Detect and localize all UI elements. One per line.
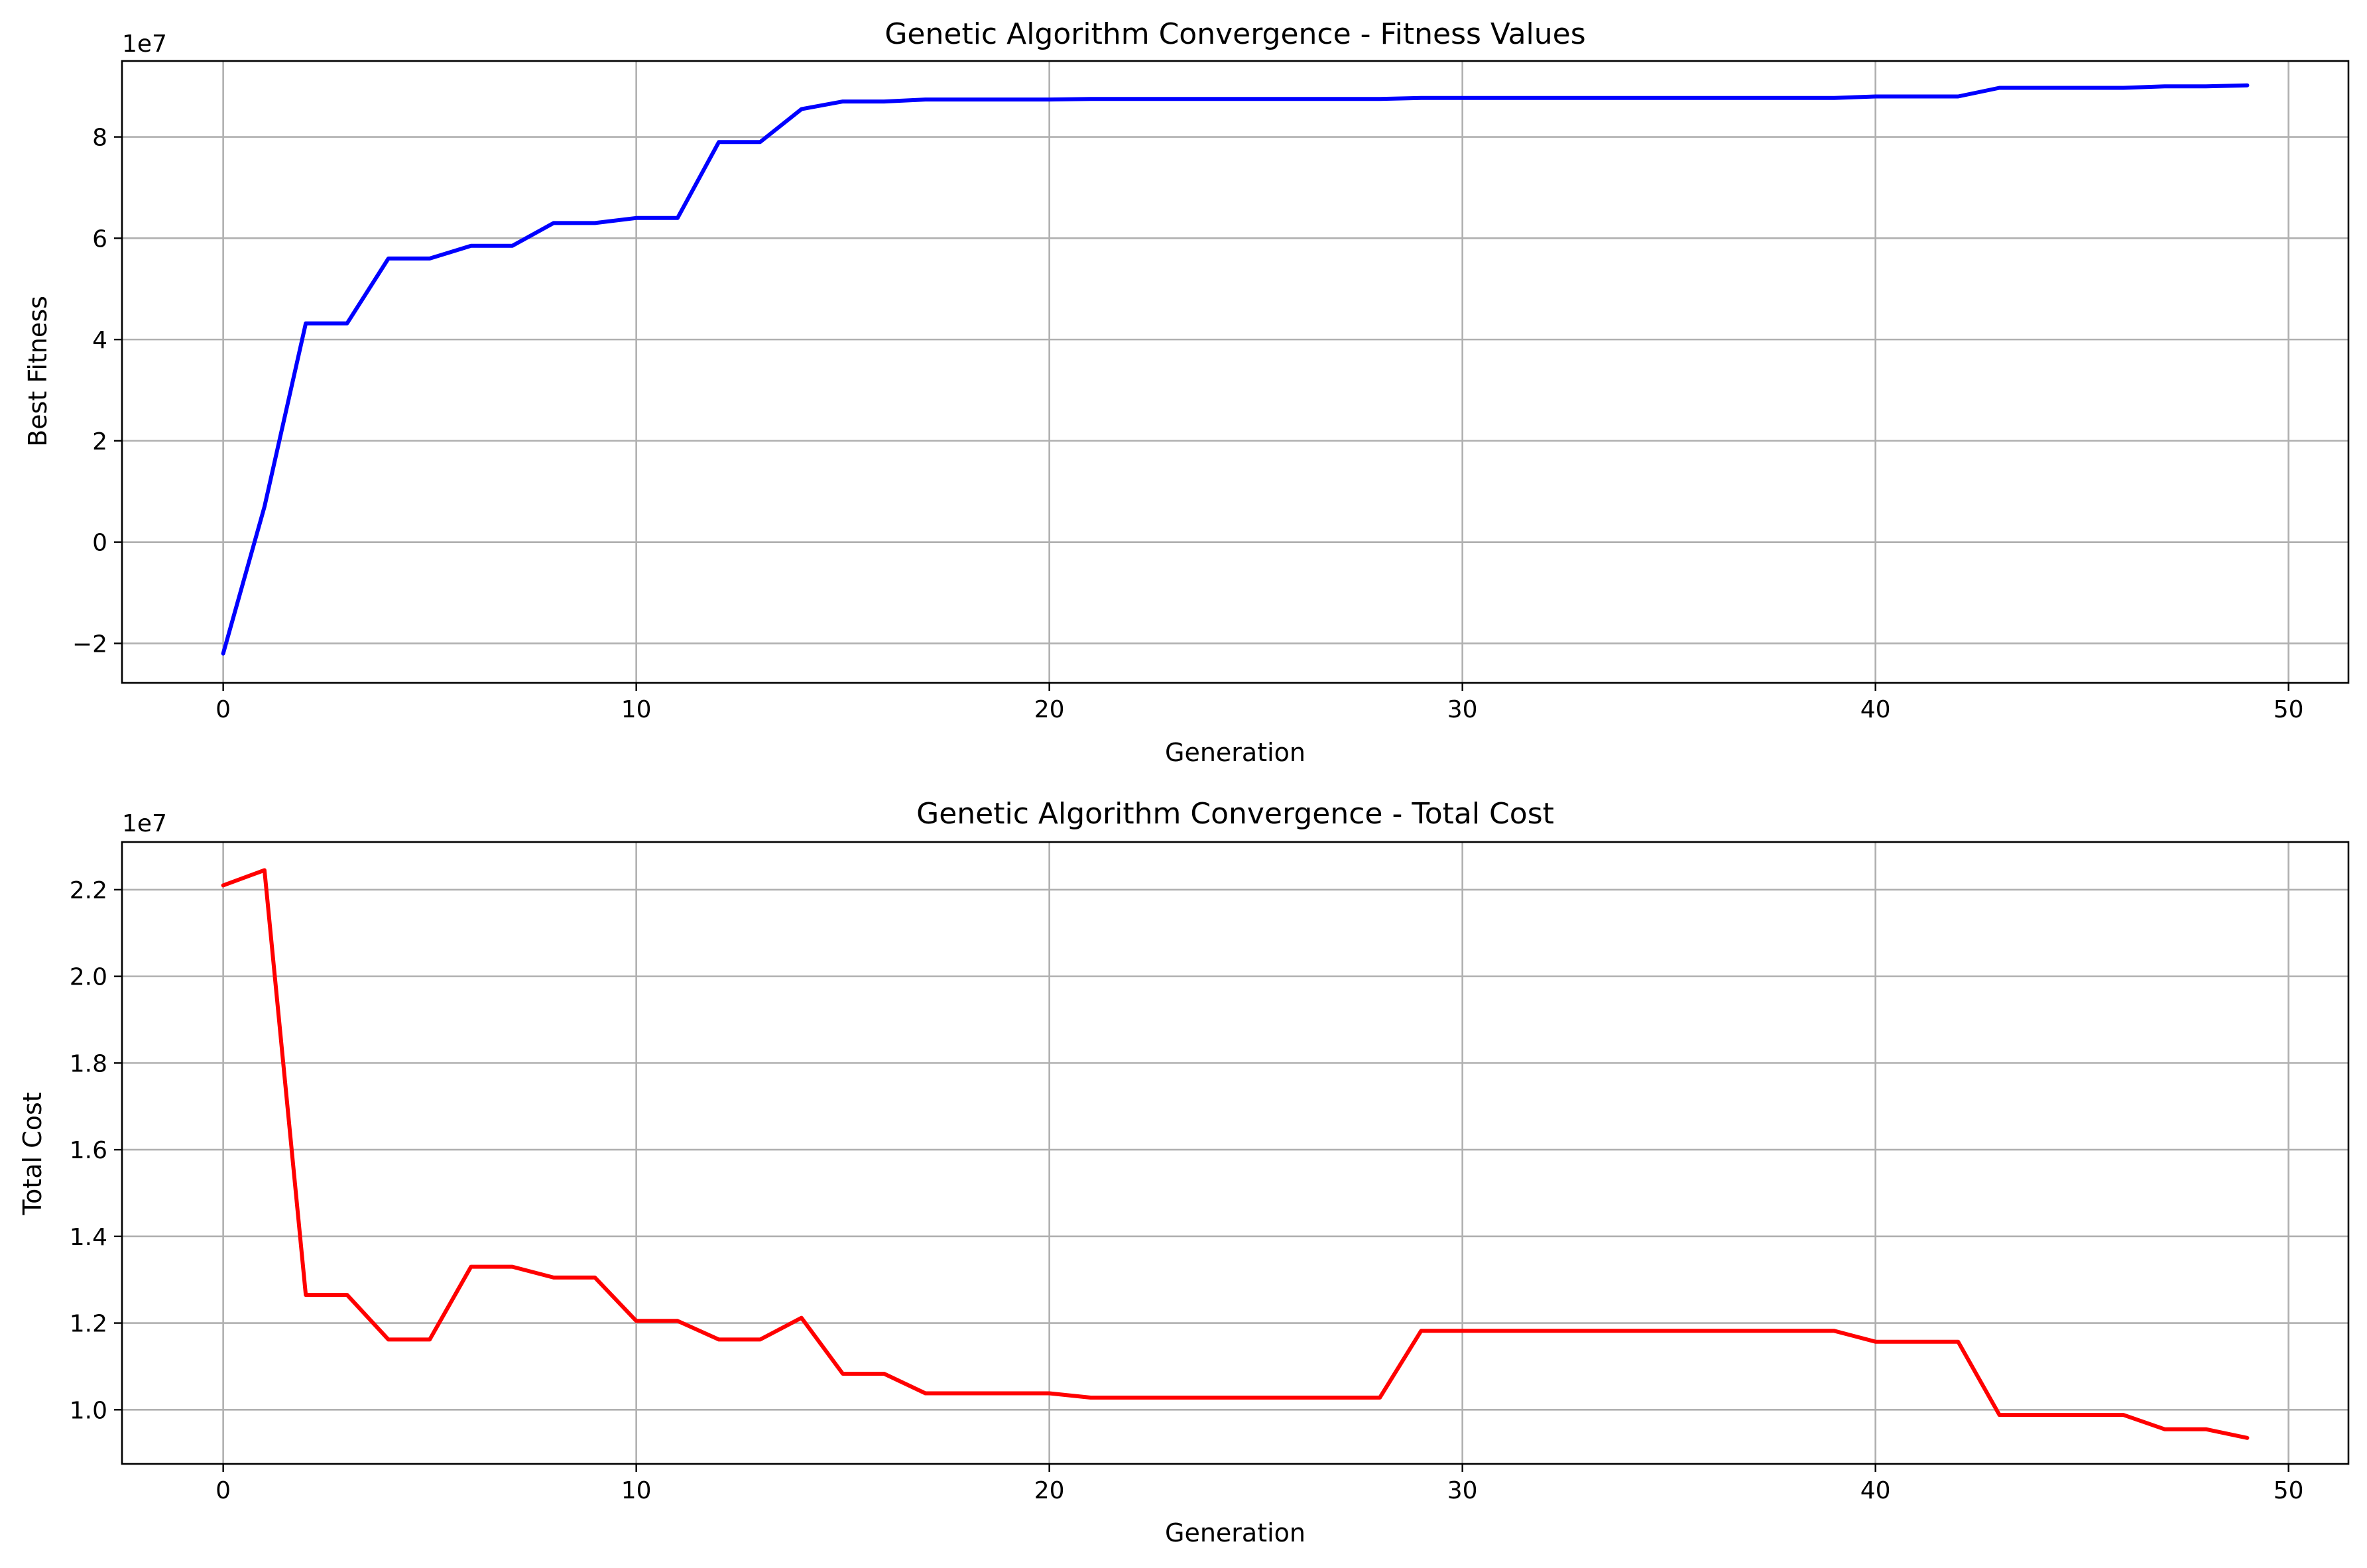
grid — [122, 842, 2348, 1464]
y-tick-label: 0 — [92, 530, 107, 557]
x-tick-label: 30 — [1447, 1477, 1478, 1504]
series-line — [221, 868, 2250, 1440]
axes: 0 10 20 30 40 50 1.0 1.2 1.4 1.6 1.8 2.0 2.2 — [70, 841, 2350, 1504]
y-axis-label: Total Cost — [18, 1092, 47, 1215]
series-line — [221, 83, 2250, 656]
y-tick-label: −2 — [72, 631, 107, 658]
x-tick-label: 0 — [215, 696, 231, 723]
y-tick-label: 6 — [92, 225, 107, 253]
y-tick-label: 1.4 — [70, 1224, 107, 1251]
series-lines — [221, 868, 2250, 1440]
x-tick-label: 10 — [621, 696, 652, 723]
cost-chart: Genetic Algorithm Convergence - Total Co… — [18, 797, 2350, 1547]
y-tick-label: 1.0 — [70, 1397, 107, 1424]
plot-frame — [121, 841, 2350, 1465]
x-tick-label: 20 — [1034, 1477, 1065, 1504]
x-tick-label: 0 — [215, 1477, 231, 1504]
y-tick-label: 2 — [92, 428, 107, 455]
y-tick-label: 2.0 — [70, 964, 107, 991]
x-tick-label: 10 — [621, 1477, 652, 1504]
x-tick-label: 50 — [2274, 696, 2304, 723]
offset-text: 1e7 — [122, 810, 167, 837]
y-tick-label: 1.2 — [70, 1311, 107, 1338]
x-tick-label: 20 — [1034, 696, 1065, 723]
y-tick-label: 8 — [92, 125, 107, 152]
x-tick-label: 30 — [1447, 696, 1478, 723]
x-tick-label: 40 — [1860, 696, 1891, 723]
chart-title: Genetic Algorithm Convergence - Fitness … — [884, 17, 1585, 51]
series-lines — [221, 83, 2250, 656]
y-tick-label: 1.6 — [70, 1137, 107, 1164]
axes: 0 10 20 30 40 50 −2 0 2 4 6 8 — [72, 60, 2350, 723]
y-tick-label: 4 — [92, 327, 107, 354]
x-axis-label: Generation — [1165, 1518, 1305, 1547]
offset-text: 1e7 — [122, 30, 167, 58]
y-tick-label: 1.8 — [70, 1050, 107, 1077]
fitness-chart: Genetic Algorithm Convergence - Fitness … — [23, 17, 2350, 767]
y-tick-label: 2.2 — [70, 877, 107, 904]
x-tick-label: 40 — [1860, 1477, 1891, 1504]
y-axis-label: Best Fitness — [23, 296, 52, 447]
grid — [122, 61, 2348, 683]
plot-frame — [121, 60, 2350, 684]
x-axis-label: Generation — [1165, 738, 1305, 767]
chart-title: Genetic Algorithm Convergence - Total Co… — [916, 797, 1554, 831]
x-tick-label: 50 — [2274, 1477, 2304, 1504]
